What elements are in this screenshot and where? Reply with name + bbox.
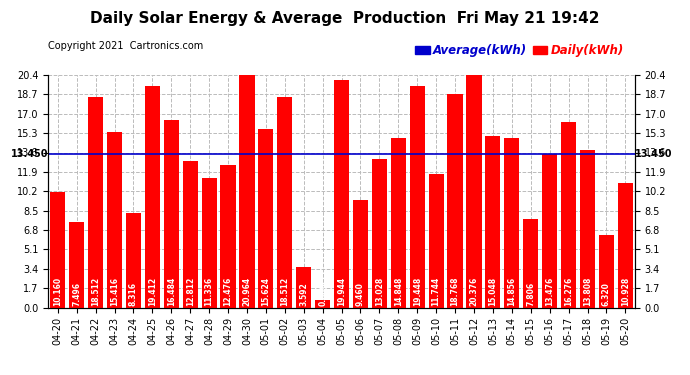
Text: 13.028: 13.028 — [375, 277, 384, 306]
Text: 15.624: 15.624 — [262, 278, 270, 306]
Bar — [315, 300, 331, 307]
Text: 11.336: 11.336 — [205, 277, 214, 306]
Text: 20.376: 20.376 — [469, 277, 478, 306]
Text: 15.048: 15.048 — [489, 277, 497, 306]
Bar — [145, 86, 160, 308]
Text: 13.808: 13.808 — [583, 277, 592, 306]
Text: Daily Solar Energy & Average  Production  Fri May 21 19:42: Daily Solar Energy & Average Production … — [90, 11, 600, 26]
Bar — [504, 138, 520, 308]
Bar — [334, 80, 349, 308]
Bar — [50, 192, 66, 308]
Bar — [542, 154, 558, 308]
Legend: Average(kWh), Daily(kWh): Average(kWh), Daily(kWh) — [411, 40, 629, 62]
Bar — [107, 132, 122, 308]
Text: 10.928: 10.928 — [621, 277, 630, 306]
Bar — [410, 86, 425, 308]
Text: 3.592: 3.592 — [299, 283, 308, 306]
Bar — [277, 96, 293, 308]
Text: 7.806: 7.806 — [526, 282, 535, 306]
Bar — [353, 200, 368, 308]
Text: 20.964: 20.964 — [242, 277, 251, 306]
Bar — [239, 69, 255, 308]
Text: 18.512: 18.512 — [91, 277, 100, 306]
Bar — [69, 222, 84, 308]
Text: 16.276: 16.276 — [564, 277, 573, 306]
Bar — [448, 94, 462, 308]
Bar — [561, 122, 576, 308]
Text: 14.848: 14.848 — [394, 277, 403, 306]
Text: 13.450: 13.450 — [11, 149, 48, 159]
Bar — [296, 267, 311, 308]
Text: 10.160: 10.160 — [53, 277, 62, 306]
Bar — [599, 236, 614, 308]
Bar — [485, 136, 500, 308]
Text: 14.856: 14.856 — [507, 277, 516, 306]
Bar — [523, 219, 538, 308]
Text: 19.412: 19.412 — [148, 277, 157, 306]
Text: Copyright 2021  Cartronics.com: Copyright 2021 Cartronics.com — [48, 41, 204, 51]
Bar — [580, 150, 595, 308]
Bar — [183, 162, 198, 308]
Text: 13.476: 13.476 — [545, 277, 554, 306]
Bar — [221, 165, 235, 308]
Text: 15.416: 15.416 — [110, 278, 119, 306]
Text: 7.496: 7.496 — [72, 282, 81, 306]
Text: 11.744: 11.744 — [432, 277, 441, 306]
Bar — [428, 174, 444, 308]
Text: 19.448: 19.448 — [413, 277, 422, 306]
Text: 9.460: 9.460 — [356, 282, 365, 306]
Text: 18.768: 18.768 — [451, 277, 460, 306]
Text: 16.484: 16.484 — [167, 277, 176, 306]
Bar — [372, 159, 387, 308]
Text: 0.656: 0.656 — [318, 283, 327, 306]
Bar — [88, 96, 104, 308]
Bar — [258, 129, 273, 308]
Text: 19.944: 19.944 — [337, 277, 346, 306]
Bar — [466, 75, 482, 308]
Text: 18.512: 18.512 — [280, 277, 289, 306]
Text: 12.476: 12.476 — [224, 277, 233, 306]
Text: 12.812: 12.812 — [186, 277, 195, 306]
Bar — [618, 183, 633, 308]
Bar — [391, 138, 406, 308]
Bar — [164, 120, 179, 308]
Text: 8.316: 8.316 — [129, 282, 138, 306]
Bar — [201, 178, 217, 308]
Text: 6.320: 6.320 — [602, 282, 611, 306]
Text: 13.450: 13.450 — [635, 149, 672, 159]
Bar — [126, 213, 141, 308]
